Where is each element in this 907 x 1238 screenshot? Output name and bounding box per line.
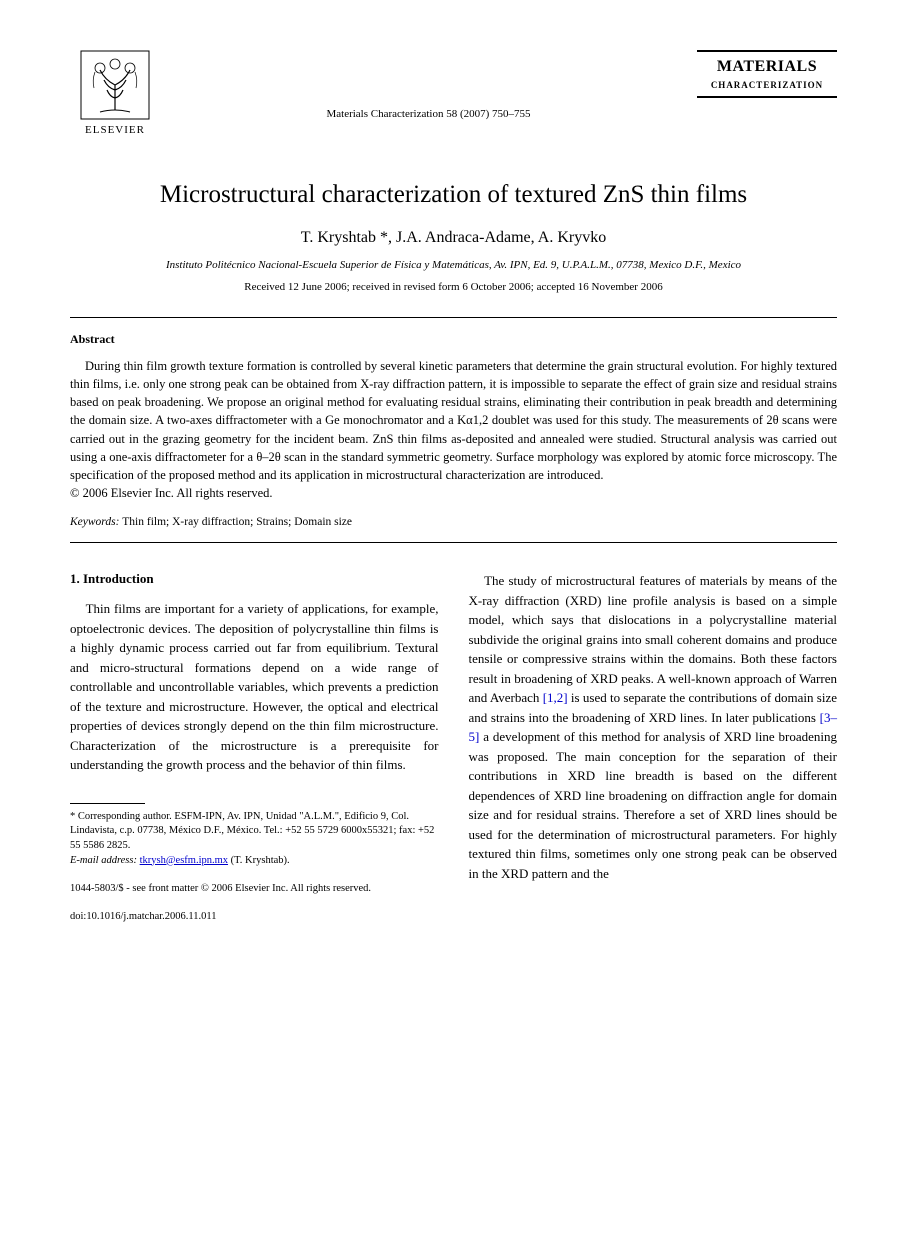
keywords-label: Keywords: xyxy=(70,516,119,528)
keywords-list: Thin film; X-ray diffraction; Strains; D… xyxy=(122,516,352,528)
journal-name-main: MATERIALS xyxy=(697,50,837,76)
email-link[interactable]: tkrysh@esfm.ipn.mx xyxy=(140,855,228,866)
affiliation: Instituto Politécnico Nacional-Escuela S… xyxy=(70,259,837,271)
rule-below-keywords xyxy=(70,542,837,543)
journal-name-sub: CHARACTERIZATION xyxy=(697,76,837,98)
article-title: Microstructural characterization of text… xyxy=(70,181,837,209)
front-matter-line: 1044-5803/$ - see front matter © 2006 El… xyxy=(70,882,439,896)
email-footnote: E-mail address: tkrysh@esfm.ipn.mx (T. K… xyxy=(70,854,439,869)
doi-line: doi:10.1016/j.matchar.2006.11.011 xyxy=(70,910,439,924)
email-label: E-mail address: xyxy=(70,855,137,866)
publisher-logo-block: ELSEVIER xyxy=(70,50,160,136)
abstract-body: During thin film growth texture formatio… xyxy=(70,357,837,484)
copyright: © 2006 Elsevier Inc. All rights reserved… xyxy=(70,484,837,502)
abstract-text: During thin film growth texture formatio… xyxy=(70,359,837,482)
journal-logo: MATERIALS CHARACTERIZATION xyxy=(697,50,837,98)
intro-para-1: Thin films are important for a variety o… xyxy=(70,599,439,775)
corresponding-author-footnote: * Corresponding author. ESFM-IPN, Av. IP… xyxy=(70,810,439,854)
article-dates: Received 12 June 2006; received in revis… xyxy=(70,281,837,293)
journal-reference: Materials Characterization 58 (2007) 750… xyxy=(160,50,697,120)
section-1-heading: 1. Introduction xyxy=(70,571,439,587)
abstract-heading: Abstract xyxy=(70,332,837,347)
para2-post: a development of this method for analysi… xyxy=(469,729,838,881)
publisher-name: ELSEVIER xyxy=(85,124,145,136)
header-row: ELSEVIER Materials Characterization 58 (… xyxy=(70,50,837,136)
body-columns: 1. Introduction Thin films are important… xyxy=(70,571,837,925)
rule-above-abstract xyxy=(70,317,837,318)
email-author: (T. Kryshtab). xyxy=(231,855,290,866)
authors: T. Kryshtab *, J.A. Andraca-Adame, A. Kr… xyxy=(70,229,837,247)
keywords: Keywords: Thin film; X-ray diffraction; … xyxy=(70,516,837,528)
elsevier-tree-icon xyxy=(80,50,150,120)
para2-pre: The study of microstructural features of… xyxy=(469,573,838,705)
intro-para-2: The study of microstructural features of… xyxy=(469,571,838,883)
ref-1-2-link[interactable]: [1,2] xyxy=(543,690,568,705)
footnote-separator xyxy=(70,803,145,804)
